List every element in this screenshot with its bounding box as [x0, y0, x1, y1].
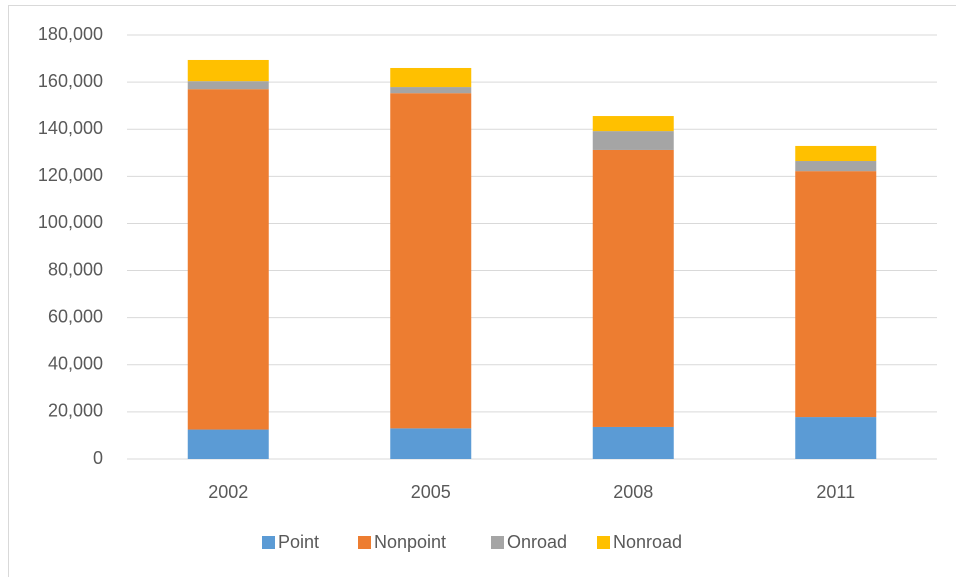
bar-segment [390, 67, 472, 88]
y-tick-label: 20,000 [48, 401, 103, 421]
legend-swatch [597, 536, 610, 549]
legend-label: Onroad [507, 532, 567, 552]
bar-segment [592, 116, 674, 132]
bar-segment [795, 161, 877, 172]
legend-swatch [262, 536, 275, 549]
y-tick-label: 0 [93, 448, 103, 468]
y-tick-label: 40,000 [48, 354, 103, 374]
y-tick-label: 60,000 [48, 306, 103, 326]
bar-segment [795, 417, 877, 459]
y-tick-label: 120,000 [38, 165, 103, 185]
y-tick-label: 100,000 [38, 212, 103, 232]
y-tick-label: 140,000 [38, 118, 103, 138]
bar-segment [187, 59, 269, 82]
x-tick-label: 2005 [411, 482, 451, 502]
bar-segment [390, 428, 472, 459]
bar-segment [592, 149, 674, 427]
bar-segment [795, 171, 877, 418]
legend-swatch [358, 536, 371, 549]
bar-segment [390, 87, 472, 94]
legend-label: Nonroad [613, 532, 682, 552]
y-tick-label: 180,000 [38, 24, 103, 44]
y-tick-label: 160,000 [38, 71, 103, 91]
chart-frame [8, 5, 956, 577]
x-tick-label: 2002 [208, 482, 248, 502]
y-tick-label: 80,000 [48, 259, 103, 279]
legend-label: Point [278, 532, 319, 552]
bar-segment [795, 145, 877, 162]
bar-segment [187, 429, 269, 459]
legend-label: Nonpoint [374, 532, 446, 552]
bar-segment [592, 131, 674, 150]
x-tick-label: 2011 [816, 482, 855, 502]
bar-segment [187, 89, 269, 430]
bar-segment [187, 81, 269, 90]
bar-segment [390, 93, 472, 429]
bar-segment [592, 426, 674, 459]
x-tick-label: 2008 [613, 482, 653, 502]
legend-swatch [491, 536, 504, 549]
